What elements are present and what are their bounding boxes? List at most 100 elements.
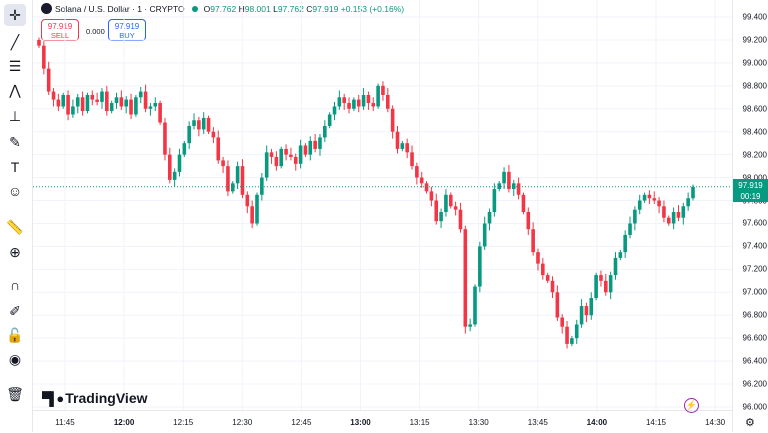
- candle-body: [381, 85, 385, 95]
- brush-icon[interactable]: ✎: [9, 133, 21, 150]
- text-icon[interactable]: T: [10, 159, 20, 175]
- price-tick-label: 98.800: [742, 81, 767, 91]
- price-tick-label: 97.200: [742, 264, 767, 274]
- candle-body: [671, 212, 676, 224]
- candle-body: [274, 156, 279, 167]
- candle-body: [545, 275, 550, 281]
- price-tick-label: 96.800: [742, 310, 767, 320]
- candle-body: [318, 137, 322, 149]
- candle-body: [487, 212, 492, 224]
- candle-body: [366, 95, 371, 104]
- candle-body: [628, 223, 632, 235]
- candle-body: [497, 183, 502, 190]
- candle-body: [555, 292, 560, 318]
- candle-body: [415, 166, 419, 178]
- time-tick-label: 11:45: [55, 418, 75, 427]
- candle-body: [119, 97, 124, 107]
- candle-body: [604, 280, 608, 293]
- candle-body: [458, 209, 463, 230]
- bolt-icon[interactable]: ⚡: [684, 398, 699, 413]
- candle-body: [109, 103, 114, 112]
- candle-body: [507, 171, 511, 190]
- candle-body: [332, 106, 337, 115]
- buy-button[interactable]: 97.919 BUY: [108, 19, 146, 41]
- candle-body: [429, 191, 434, 201]
- lock-pencil-icon[interactable]: ✐: [9, 302, 21, 319]
- candle-body: [550, 280, 555, 293]
- candle-body: [75, 97, 80, 107]
- price-tick-label: 98.400: [742, 127, 767, 137]
- tradingview-logo[interactable]: ▀▌● TradingView: [42, 390, 148, 406]
- unlock-icon[interactable]: 🔓: [6, 326, 24, 343]
- candle-body: [289, 154, 293, 157]
- sell-button[interactable]: 97.919 SELL: [41, 19, 79, 41]
- pattern-icon[interactable]: ⋀: [9, 81, 21, 98]
- candle-body: [216, 137, 221, 161]
- time-tick-label: 12:00: [113, 418, 135, 427]
- candle-body: [686, 198, 690, 207]
- emoji-icon[interactable]: ☺: [7, 183, 23, 199]
- candle-body: [235, 166, 240, 184]
- candle-body: [226, 166, 230, 192]
- candle-body: [148, 106, 153, 109]
- candle-body: [46, 68, 51, 92]
- time-tick-label: 14:00: [586, 418, 608, 427]
- trash-icon[interactable]: 🗑: [6, 385, 24, 402]
- candle-body: [541, 263, 545, 276]
- candle-body: [502, 171, 506, 184]
- candle-body: [172, 171, 177, 180]
- sell-price: 97.919: [47, 22, 73, 31]
- sell-label: SELL: [50, 31, 70, 40]
- candle-body: [570, 338, 574, 344]
- candle-body: [623, 234, 627, 253]
- candle-body: [313, 140, 317, 149]
- candle-body: [260, 177, 264, 195]
- candle-body: [453, 206, 458, 210]
- projection-icon[interactable]: ⊥: [8, 107, 22, 124]
- trend-line-icon[interactable]: ╱: [10, 33, 20, 50]
- candle-body: [279, 148, 284, 167]
- candle-body: [642, 194, 647, 201]
- candle-body: [114, 97, 119, 104]
- horizontal-lines-icon[interactable]: ☰: [8, 57, 22, 74]
- candle-body: [90, 95, 95, 100]
- candle-body: [95, 99, 99, 102]
- candle-body: [434, 200, 439, 222]
- candle-body: [419, 177, 424, 184]
- candle-body: [347, 103, 351, 109]
- candle-body: [158, 103, 162, 123]
- candle-body: [105, 91, 109, 112]
- candle-body: [308, 140, 313, 155]
- candle-body: [56, 99, 61, 107]
- candle-body: [143, 91, 148, 109]
- price-change: +0.153 (+0.16%): [340, 3, 405, 14]
- eye-icon[interactable]: ◉: [8, 350, 22, 367]
- drawing-toolbar: ✛ ╱ ☰ ⋀ ⊥ ✎ T ☺ 📏 ⊕ ∩ ✐ 🔓 ◉ 🗑: [0, 0, 33, 432]
- price-axis[interactable]: 99.400 99.200 99.000 98.800 98.600 98.400 98.2…: [732, 0, 768, 432]
- spread-value: 0.000: [86, 27, 105, 36]
- zoom-in-icon[interactable]: ⊕: [9, 243, 21, 260]
- candle-body: [410, 152, 414, 167]
- price-tick-label: 98.200: [742, 150, 767, 160]
- magnet-icon[interactable]: ∩: [9, 277, 21, 293]
- candle-body: [250, 206, 254, 224]
- candle-body: [516, 183, 521, 195]
- candle-body: [478, 246, 482, 287]
- crosshair-icon[interactable]: ✛: [4, 4, 26, 26]
- ruler-icon[interactable]: 📏: [6, 218, 24, 235]
- candle-body: [153, 103, 158, 107]
- current-price: 97.919: [738, 180, 763, 190]
- candle-body: [473, 286, 477, 325]
- time-tick-label: 13:00: [350, 418, 371, 427]
- candlestick-chart[interactable]: [33, 0, 732, 410]
- gear-icon[interactable]: ⚙: [745, 417, 755, 429]
- candle-body: [284, 148, 288, 155]
- candle-body: [187, 125, 191, 144]
- symbol-title[interactable]: Solana / U.S. Dollar · 1 · CRYPTO: [55, 3, 185, 14]
- time-tick-label: 13:45: [527, 418, 548, 427]
- time-axis[interactable]: 11:45 12:00 12:15 12:30 12:45 13:00 13:15 13:30…: [33, 410, 732, 433]
- candle-body: [652, 198, 657, 201]
- candle-body: [444, 194, 448, 212]
- candle-body: [386, 95, 390, 109]
- price-tick-label: 98.600: [742, 104, 767, 114]
